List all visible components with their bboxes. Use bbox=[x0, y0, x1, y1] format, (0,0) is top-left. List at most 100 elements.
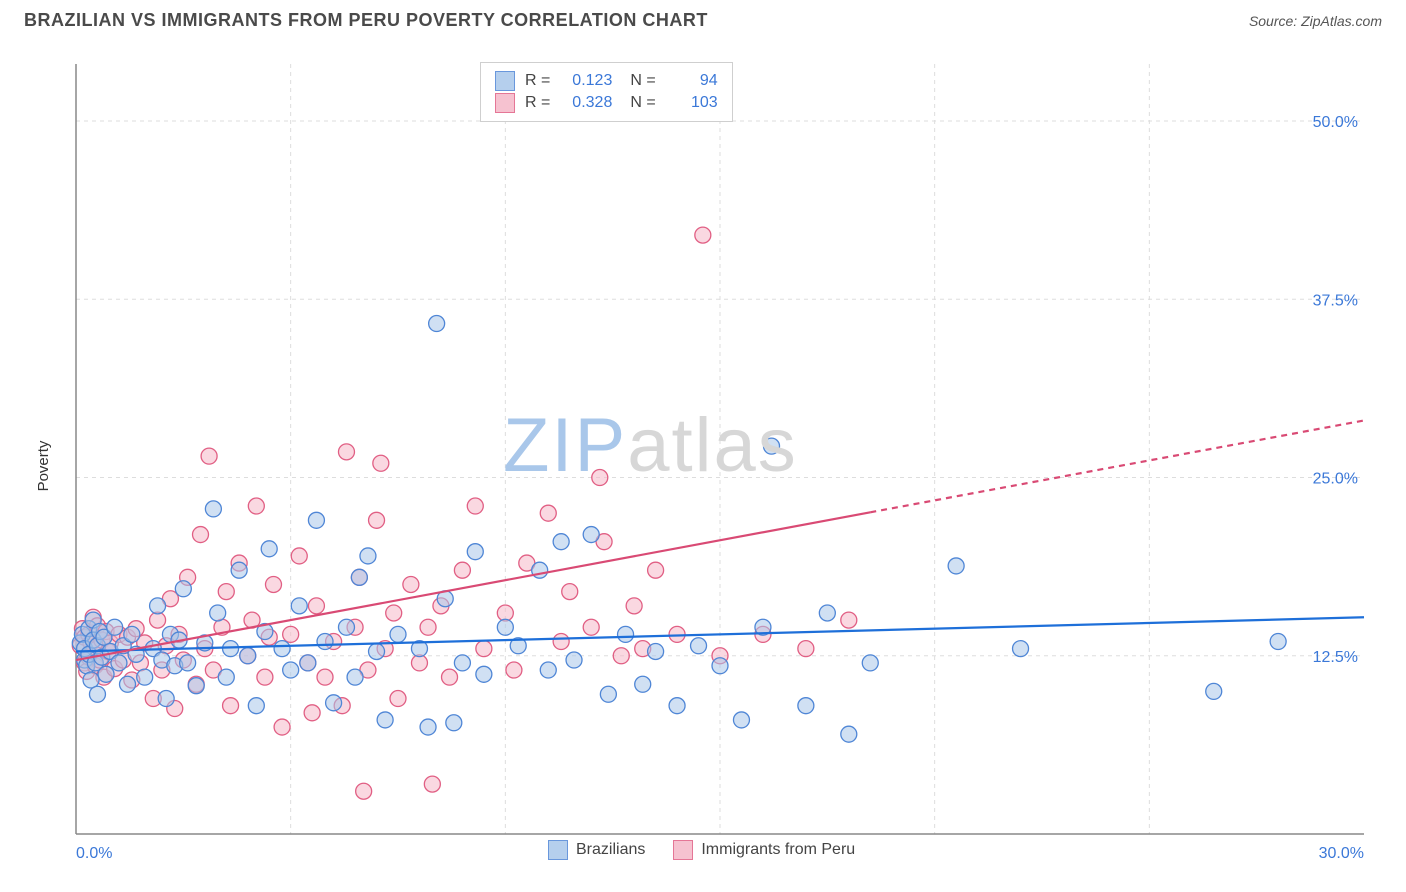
data-point bbox=[188, 678, 204, 694]
x-tick-label: 0.0% bbox=[76, 845, 112, 862]
data-point bbox=[454, 562, 470, 578]
data-point bbox=[356, 783, 372, 799]
data-point bbox=[83, 672, 99, 688]
y-tick-label: 50.0% bbox=[1313, 114, 1358, 131]
data-point bbox=[626, 598, 642, 614]
data-point bbox=[553, 634, 569, 650]
data-point bbox=[566, 652, 582, 668]
data-point bbox=[476, 641, 492, 657]
data-point bbox=[691, 638, 707, 654]
stat-r-value: 0.123 bbox=[560, 72, 612, 90]
data-point bbox=[764, 438, 780, 454]
data-point bbox=[669, 698, 685, 714]
data-point bbox=[583, 527, 599, 543]
data-point bbox=[476, 666, 492, 682]
data-point bbox=[347, 669, 363, 685]
data-point bbox=[111, 655, 127, 671]
stat-r-label: R = bbox=[525, 72, 550, 90]
legend-item: Brazilians bbox=[548, 840, 645, 860]
data-point bbox=[218, 584, 234, 600]
series-legend: Brazilians Immigrants from Peru bbox=[548, 840, 855, 860]
data-point bbox=[240, 648, 256, 664]
data-point bbox=[120, 676, 136, 692]
data-point bbox=[1206, 683, 1222, 699]
data-point bbox=[386, 605, 402, 621]
data-point bbox=[446, 715, 462, 731]
data-point bbox=[223, 698, 239, 714]
stat-r-label: R = bbox=[525, 94, 550, 112]
trend-line-extrapolated bbox=[870, 420, 1364, 512]
y-tick-label: 12.5% bbox=[1313, 649, 1358, 666]
x-tick-label: 30.0% bbox=[1319, 845, 1364, 862]
data-point bbox=[592, 470, 608, 486]
data-point bbox=[553, 534, 569, 550]
correlation-stats-box: R = 0.123N = 94R = 0.328N = 103 bbox=[480, 62, 733, 122]
data-point bbox=[429, 316, 445, 332]
data-point bbox=[497, 605, 513, 621]
data-point bbox=[390, 691, 406, 707]
data-point bbox=[98, 666, 114, 682]
legend-swatch bbox=[548, 840, 568, 860]
legend-label: Brazilians bbox=[576, 841, 645, 859]
data-point bbox=[150, 612, 166, 628]
data-point bbox=[308, 512, 324, 528]
chart-title: BRAZILIAN VS IMMIGRANTS FROM PERU POVERT… bbox=[24, 10, 708, 31]
data-point bbox=[308, 598, 324, 614]
scatter-chart: 12.5%25.0%37.5%50.0%0.0%30.0% bbox=[24, 50, 1382, 882]
data-point bbox=[600, 686, 616, 702]
data-point bbox=[274, 641, 290, 657]
data-point bbox=[317, 669, 333, 685]
data-point bbox=[257, 669, 273, 685]
data-point bbox=[300, 655, 316, 671]
data-point bbox=[360, 548, 376, 564]
stats-row: R = 0.328N = 103 bbox=[495, 93, 718, 113]
data-point bbox=[373, 455, 389, 471]
data-point bbox=[291, 598, 307, 614]
data-point bbox=[248, 698, 264, 714]
data-point bbox=[454, 655, 470, 671]
data-point bbox=[326, 695, 342, 711]
data-point bbox=[158, 691, 174, 707]
data-point bbox=[712, 658, 728, 674]
data-point bbox=[1270, 634, 1286, 650]
data-point bbox=[506, 662, 522, 678]
legend-swatch bbox=[673, 840, 693, 860]
stats-row: R = 0.123N = 94 bbox=[495, 71, 718, 91]
data-point bbox=[210, 605, 226, 621]
data-point bbox=[648, 643, 664, 659]
data-point bbox=[420, 619, 436, 635]
data-point bbox=[283, 626, 299, 642]
data-point bbox=[291, 548, 307, 564]
data-point bbox=[798, 641, 814, 657]
data-point bbox=[841, 726, 857, 742]
legend-swatch bbox=[495, 93, 515, 113]
y-tick-label: 37.5% bbox=[1313, 292, 1358, 309]
data-point bbox=[107, 619, 123, 635]
data-point bbox=[841, 612, 857, 628]
source-label: Source: ZipAtlas.com bbox=[1249, 13, 1382, 29]
legend-swatch bbox=[495, 71, 515, 91]
data-point bbox=[205, 501, 221, 517]
data-point bbox=[180, 655, 196, 671]
data-point bbox=[124, 626, 140, 642]
data-point bbox=[261, 541, 277, 557]
data-point bbox=[377, 712, 393, 728]
data-point bbox=[369, 643, 385, 659]
data-point bbox=[613, 648, 629, 664]
data-point bbox=[798, 698, 814, 714]
data-point bbox=[1013, 641, 1029, 657]
data-point bbox=[274, 719, 290, 735]
legend-label: Immigrants from Peru bbox=[701, 841, 855, 859]
stat-n-label: N = bbox=[630, 94, 655, 112]
stat-n-value: 103 bbox=[666, 94, 718, 112]
data-point bbox=[304, 705, 320, 721]
data-point bbox=[562, 584, 578, 600]
data-point bbox=[338, 444, 354, 460]
data-point bbox=[862, 655, 878, 671]
data-point bbox=[733, 712, 749, 728]
data-point bbox=[618, 626, 634, 642]
data-point bbox=[467, 498, 483, 514]
stat-n-label: N = bbox=[630, 72, 655, 90]
data-point bbox=[819, 605, 835, 621]
data-point bbox=[265, 576, 281, 592]
